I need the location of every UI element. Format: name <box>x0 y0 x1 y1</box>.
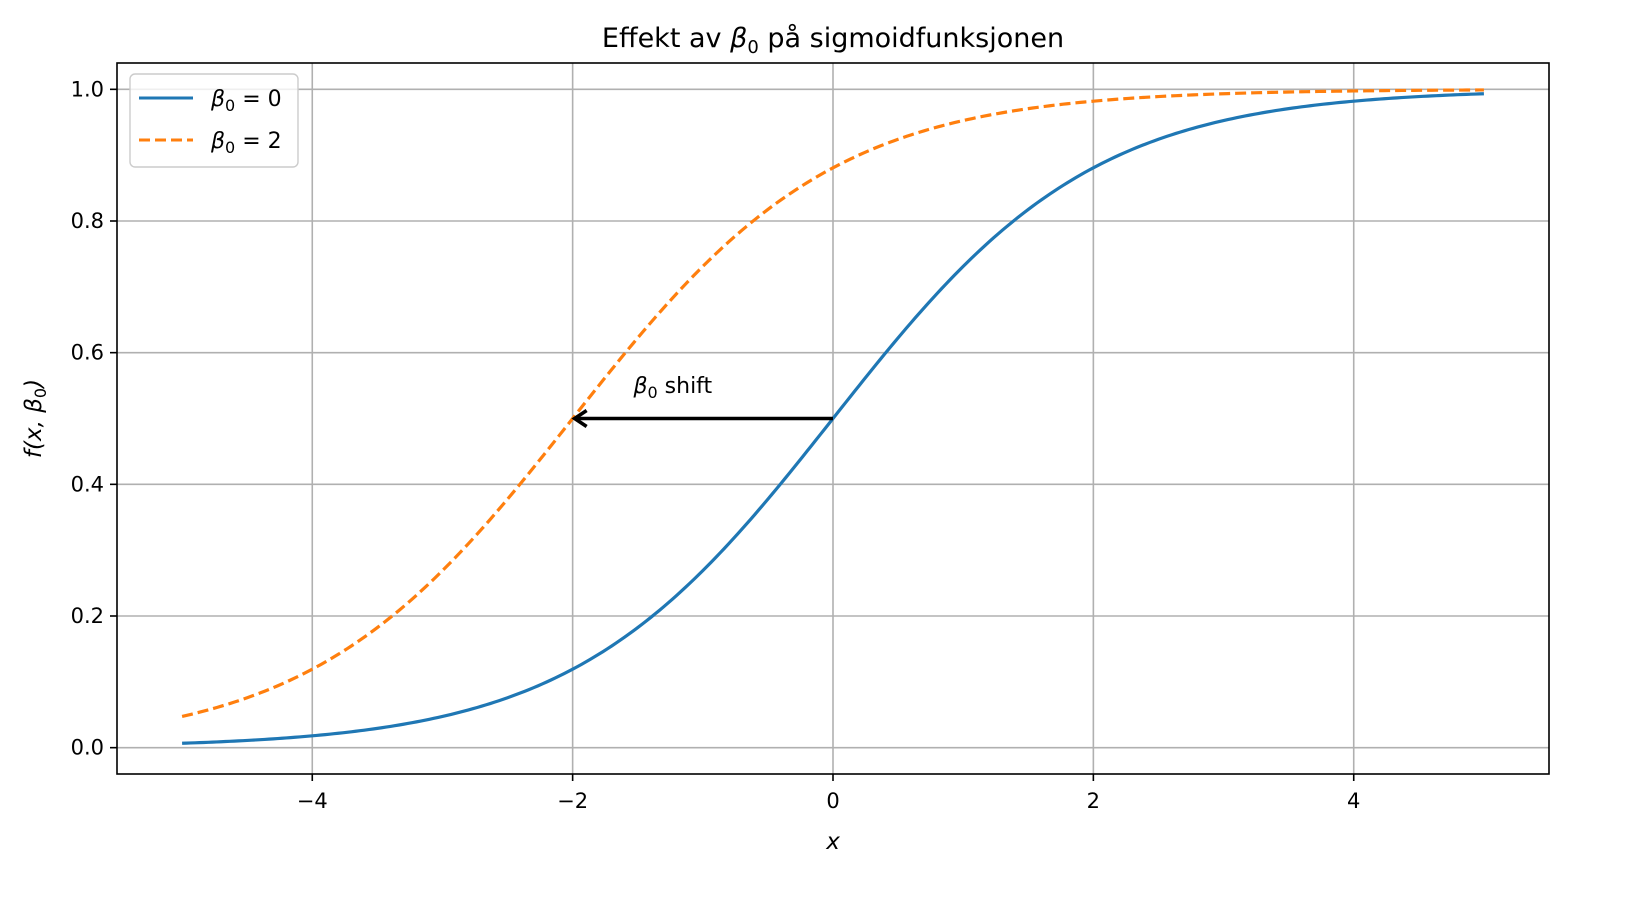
legend: β0 = 0 β0 = 2 <box>129 73 299 168</box>
x-tick-label: 0 <box>826 789 839 813</box>
x-tick-label: −4 <box>297 789 328 813</box>
y-tick-label: 0.8 <box>71 209 104 233</box>
series-line-1 <box>181 88 1484 718</box>
ticks: −4 −2 0 2 4 0.0 0.2 0.4 0.6 0.8 1.0 <box>71 77 1361 813</box>
x-axis-label: x <box>825 829 840 855</box>
shift-arrow-head <box>571 409 588 428</box>
chart-title: Effekt av β0 på sigmoidfunksjonen <box>602 23 1064 58</box>
grid <box>117 63 1549 774</box>
x-tick-label: 2 <box>1087 789 1100 813</box>
y-tick-label: 0.4 <box>71 472 104 496</box>
x-tick-label: 4 <box>1347 789 1360 813</box>
x-tick-label: −2 <box>557 789 588 813</box>
y-tick-label: 1.0 <box>71 77 104 101</box>
y-axis-label: f(x, β0) <box>21 379 50 458</box>
legend-entry-beta0-2: β0 = 2 <box>210 129 282 157</box>
y-tick-label: 0.0 <box>71 736 104 760</box>
legend-entry-beta0-0: β0 = 0 <box>210 87 282 115</box>
shift-annotation-label: β0 shift <box>632 374 712 402</box>
y-tick-label: 0.2 <box>71 604 104 628</box>
annotations <box>571 409 833 428</box>
y-tick-label: 0.6 <box>71 341 104 365</box>
